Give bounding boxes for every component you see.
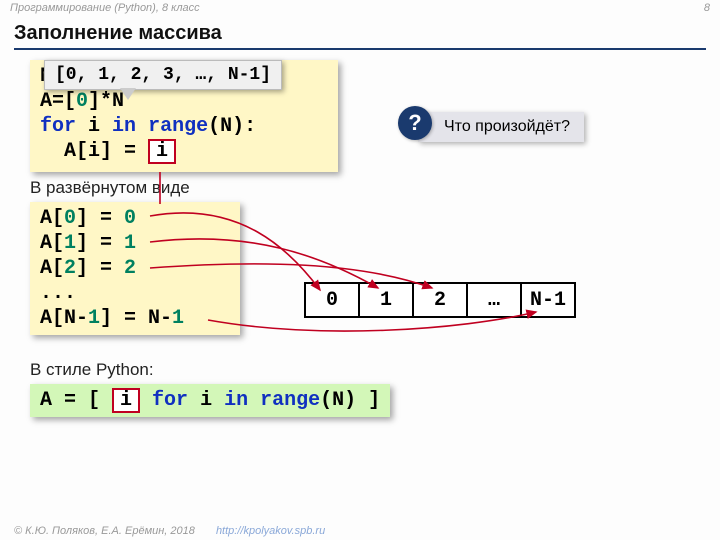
question-bubble: Что произойдёт? xyxy=(418,112,584,142)
array-table: 0 1 2 … N-1 xyxy=(304,282,576,318)
array-cell: … xyxy=(467,283,521,317)
array-cell: 1 xyxy=(359,283,413,317)
array-cell: N-1 xyxy=(521,283,575,317)
title-underline xyxy=(14,48,706,50)
slide-footer: © К.Ю. Поляков, Е.А. Ерёмин, 2018 http:/… xyxy=(14,525,325,537)
label-python-style: В стиле Python: xyxy=(30,360,154,380)
slide-title: Заполнение массива xyxy=(14,22,222,45)
slide-header: Программирование (Python), 8 класс 8 xyxy=(0,0,720,18)
callout-tail-icon xyxy=(120,88,136,100)
header-left: Программирование (Python), 8 класс xyxy=(10,2,200,18)
footer-url: http://kpolyakov.spb.ru xyxy=(216,525,325,537)
question-text: Что произойдёт? xyxy=(444,118,570,135)
footer-copyright: © К.Ю. Поляков, Е.А. Ерёмин, 2018 xyxy=(14,525,195,537)
boxed-i-var: i xyxy=(148,139,176,164)
code-block-expanded: A[0] = 0 A[1] = 1 A[2] = 2 ... A[N-1] = … xyxy=(30,202,240,335)
array-cell: 0 xyxy=(305,283,359,317)
table-row: 0 1 2 … N-1 xyxy=(305,283,575,317)
boxed-i-var: i xyxy=(112,388,140,413)
array-cell: 2 xyxy=(413,283,467,317)
code-block-python-style: A = [ i for i in range(N) ] xyxy=(30,384,390,417)
range-callout: [0, 1, 2, 3, …, N-1] xyxy=(44,60,282,90)
question-mark-icon: ? xyxy=(398,106,432,140)
label-expanded: В развёрнутом виде xyxy=(30,178,190,198)
page-number: 8 xyxy=(704,2,710,18)
